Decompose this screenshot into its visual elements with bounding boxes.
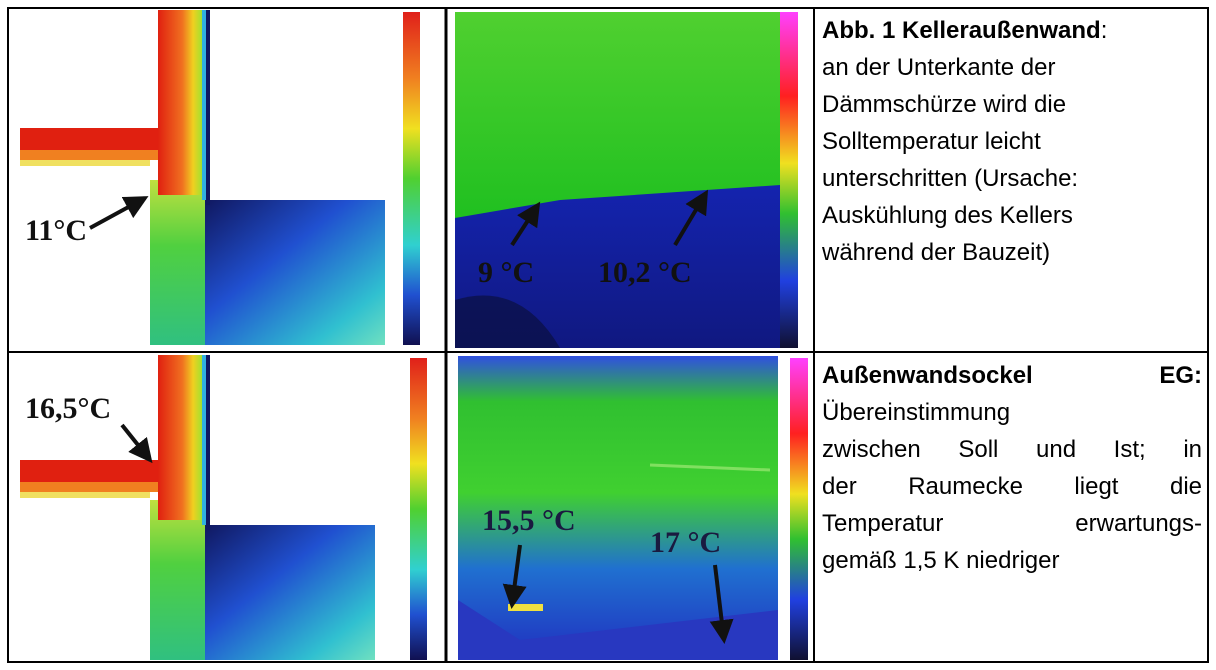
temperature-label: 10,2 °C (598, 256, 692, 289)
caption-line: Solltemperatur leicht (822, 123, 1202, 160)
thermal-image (455, 12, 798, 348)
caption-line: gemäß 1,5 K niedriger (822, 542, 1202, 579)
caption-line: unterschritten (Ursache: (822, 160, 1202, 197)
caption-line: Temperatur erwartungs- (822, 505, 1202, 542)
caption-line: Übereinstimmung (822, 394, 1202, 431)
caption-line: zwischen Soll und Ist; in (822, 431, 1202, 468)
temperature-label: 16,5°C (25, 392, 111, 425)
caption-title: Außenwandsockel EG: (822, 362, 1202, 389)
caption-line: Auskühlung des Kellers (822, 197, 1202, 234)
caption-title-suffix: : (1101, 17, 1108, 44)
temperature-label: 15,5 °C (482, 504, 576, 537)
caption-line: während der Bauzeit) (822, 234, 1202, 271)
caption-title-line: Außenwandsockel EG: (822, 357, 1202, 394)
caption-title-line: Abb. 1 Kelleraußenwand: (822, 12, 1202, 49)
simulation-image (20, 10, 420, 345)
temperature-label: 17 °C (650, 526, 721, 559)
page: 11°C 9 °C 10,2 °C 16,5°C 15,5 °C 17 °C A… (0, 0, 1216, 670)
caption-line: der Raumecke liegt die (822, 468, 1202, 505)
caption-line: an der Unterkante der (822, 49, 1202, 86)
caption-title: Abb. 1 Kelleraußenwand (822, 17, 1101, 44)
caption: Abb. 1 Kelleraußenwand: an der Unterkant… (822, 12, 1202, 271)
temperature-label: 9 °C (478, 256, 534, 289)
caption-line: Dämmschürze wird die (822, 86, 1202, 123)
temperature-label: 11°C (25, 214, 87, 247)
